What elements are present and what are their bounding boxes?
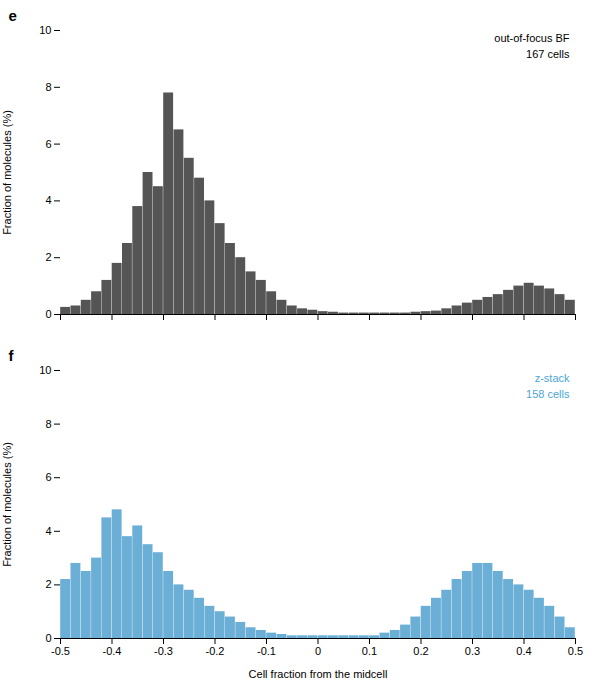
svg-text:167 cells: 167 cells [526, 48, 570, 60]
svg-text:4: 4 [45, 194, 51, 206]
svg-text:Cell fraction from the midcell: Cell fraction from the midcell [249, 668, 388, 680]
svg-text:158 cells: 158 cells [526, 388, 570, 400]
svg-text:f: f [9, 347, 15, 364]
svg-text:6: 6 [45, 138, 51, 150]
svg-text:0.2: 0.2 [413, 645, 428, 657]
svg-text:e: e [9, 7, 17, 24]
svg-text:8: 8 [45, 418, 51, 430]
svg-text:8: 8 [45, 81, 51, 93]
svg-text:2: 2 [45, 578, 51, 590]
svg-text:-0.1: -0.1 [257, 645, 276, 657]
svg-text:10: 10 [39, 364, 51, 376]
svg-text:out-of-focus BF: out-of-focus BF [494, 32, 569, 44]
svg-text:10: 10 [39, 24, 51, 36]
svg-text:-0.3: -0.3 [154, 645, 173, 657]
svg-text:0: 0 [45, 308, 51, 320]
svg-text:0.3: 0.3 [465, 645, 480, 657]
svg-text:Fraction of molecules (%): Fraction of molecules (%) [1, 442, 13, 567]
svg-text:6: 6 [45, 471, 51, 483]
svg-text:Fraction of molecules (%): Fraction of molecules (%) [1, 110, 13, 235]
svg-text:0: 0 [315, 645, 321, 657]
svg-text:-0.5: -0.5 [51, 645, 70, 657]
svg-text:z-stack: z-stack [535, 372, 570, 384]
svg-text:2: 2 [45, 251, 51, 263]
svg-text:0.1: 0.1 [362, 645, 377, 657]
svg-text:-0.4: -0.4 [103, 645, 122, 657]
svg-text:4: 4 [45, 525, 51, 537]
svg-text:0.5: 0.5 [568, 645, 583, 657]
svg-text:0: 0 [45, 632, 51, 644]
svg-text:-0.2: -0.2 [206, 645, 225, 657]
svg-text:0.4: 0.4 [516, 645, 531, 657]
